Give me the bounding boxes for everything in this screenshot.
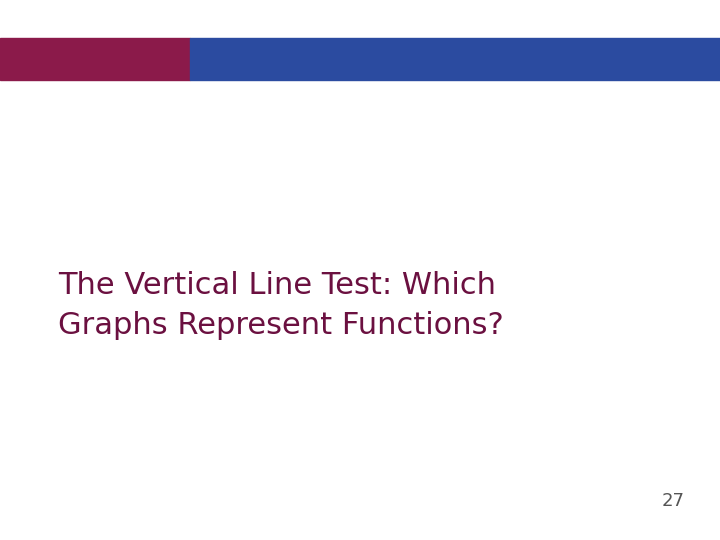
- Bar: [190, 38, 720, 80]
- Bar: [0, 38, 190, 80]
- Text: The Vertical Line Test: Which: The Vertical Line Test: Which: [58, 271, 496, 300]
- Text: 27: 27: [662, 492, 685, 510]
- Text: Graphs Represent Functions?: Graphs Represent Functions?: [58, 310, 504, 340]
